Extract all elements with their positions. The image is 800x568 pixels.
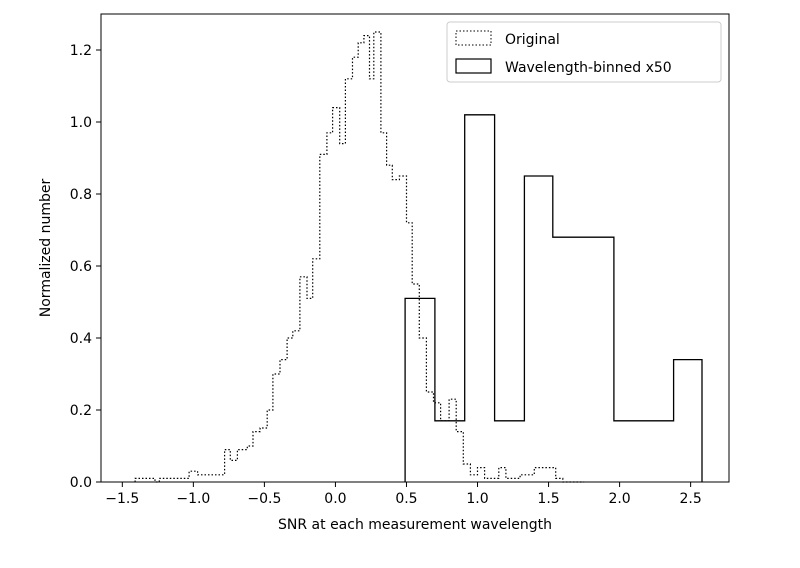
histogram-bar	[435, 421, 465, 482]
histogram-bar	[293, 331, 300, 482]
x-tick-label: −0.5	[247, 491, 281, 507]
series-layer	[134, 31, 703, 483]
histogram-bar	[465, 115, 495, 482]
x-tick-label: 1.0	[466, 491, 488, 507]
series-wavelength-binned-outline	[404, 114, 703, 482]
histogram-bar	[198, 475, 208, 482]
histogram-bar	[247, 446, 253, 482]
histogram-bar	[135, 478, 155, 482]
y-tick-label: 0.4	[70, 331, 92, 347]
legend: Original Wavelength-binned x50	[446, 21, 722, 83]
histogram-bar	[237, 450, 247, 482]
x-tick-label: −1.0	[176, 491, 210, 507]
histogram-bar	[358, 43, 364, 482]
histogram-bar	[364, 36, 370, 482]
histogram-bar	[327, 133, 333, 482]
legend-label-original: Original	[505, 32, 560, 48]
legend-label-wavelength-binned: Wavelength-binned x50	[505, 60, 672, 76]
histogram-bar	[524, 176, 552, 482]
y-tick-label: 0.2	[70, 403, 92, 419]
histogram-bar	[387, 165, 393, 482]
histogram-bar	[287, 338, 293, 482]
x-tick-label: −1.5	[105, 491, 139, 507]
y-tick-label: 1.2	[70, 43, 92, 59]
histogram-bar	[208, 475, 225, 482]
histogram-bar	[345, 79, 352, 482]
x-tick-label: 0.0	[324, 491, 346, 507]
histogram-bar	[313, 259, 320, 482]
y-axis: 0.0 0.2 0.4 0.6 0.8 1.0 1.2	[70, 43, 101, 491]
histogram-bar	[674, 360, 702, 482]
histogram-bar	[260, 428, 267, 482]
histogram-bar	[159, 478, 189, 482]
plot-frame	[100, 13, 730, 483]
histogram-bar	[267, 410, 273, 482]
y-tick-label: 0.6	[70, 259, 92, 275]
histogram-bar	[381, 133, 387, 482]
histogram-bar	[392, 180, 399, 482]
histogram-bar	[614, 421, 674, 482]
histogram-bar	[225, 450, 231, 482]
histogram-bar	[300, 277, 307, 482]
legend-box	[446, 21, 722, 83]
y-tick-label: 0.8	[70, 187, 92, 203]
histogram-bar	[374, 32, 381, 482]
legend-swatch-wavelength-binned	[455, 58, 492, 74]
x-axis-title: SNR at each measurement wavelength	[278, 517, 552, 533]
x-tick-label: 0.5	[395, 491, 417, 507]
histogram-bar	[230, 460, 237, 482]
histogram-bar	[307, 298, 313, 482]
histogram-bar	[253, 432, 260, 482]
x-axis: −1.5 −1.0 −0.5 0.0 0.5 1.0 1.5 2.0 2.5	[105, 482, 702, 507]
histogram-bar	[280, 360, 287, 482]
y-tick-label: 1.0	[70, 115, 92, 131]
histogram-bar	[273, 374, 280, 482]
histogram-bar	[405, 298, 435, 482]
histogram-bar	[340, 144, 346, 482]
series-original-outline	[134, 31, 585, 483]
histogram-bar	[320, 154, 327, 482]
x-tick-label: 2.5	[680, 491, 702, 507]
histogram-bar	[333, 108, 340, 482]
x-tick-label: 2.0	[608, 491, 630, 507]
histogram-bar	[495, 421, 525, 482]
x-tick-label: 1.5	[537, 491, 559, 507]
histogram-bar	[352, 57, 358, 482]
histogram-bar	[370, 79, 374, 482]
histogram-bar	[553, 237, 614, 482]
y-axis-title: Normalized number	[38, 179, 54, 318]
histogram-bar	[189, 471, 198, 482]
y-tick-label: 0.0	[70, 475, 92, 491]
legend-swatch-original	[455, 30, 492, 46]
